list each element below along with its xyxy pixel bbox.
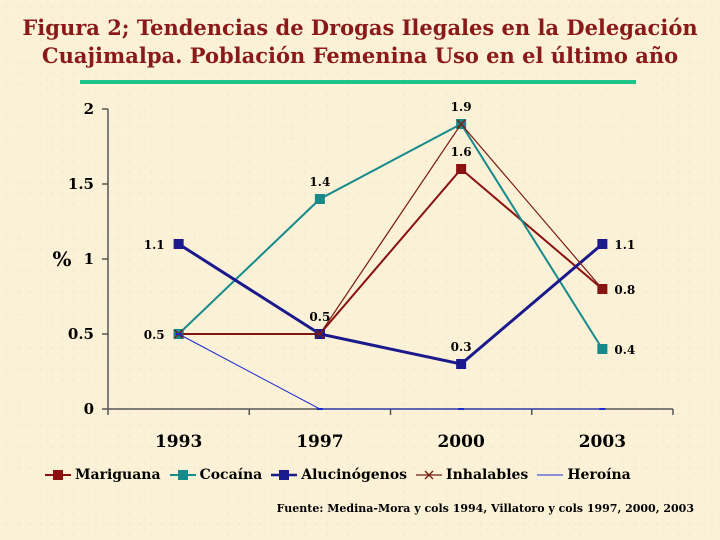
legend-item-alucinogenos: Alucinógenos — [270, 467, 407, 483]
legend-item-inhalables: Inhalables — [415, 467, 528, 483]
data-label: 0.8 — [614, 283, 635, 297]
x-tick-label: 1993 — [155, 432, 202, 452]
series-line-mariguana — [178, 167, 604, 335]
data-point-alucinogenos — [456, 359, 467, 369]
legend-item-heroina: Heroína — [536, 467, 631, 483]
x-tick-label: 1997 — [296, 432, 343, 452]
chart-title: Figura 2; Tendencias de Drogas Ilegales … — [0, 14, 720, 70]
y-tick-label: 2 — [84, 100, 94, 118]
legend-item-mariguana: Mariguana — [44, 467, 161, 483]
series-line-heroina — [178, 333, 603, 410]
data-label: 1.9 — [451, 100, 472, 114]
data-point-alucinogenos — [173, 239, 184, 249]
x-tick-label: 2000 — [437, 432, 484, 452]
title-underline — [80, 80, 636, 84]
data-label: 1.1 — [144, 238, 165, 252]
legend-swatch-heroina — [537, 474, 564, 476]
data-point-inhalables — [456, 119, 466, 129]
legend-label-alucinogenos: Alucinógenos — [301, 467, 408, 483]
data-point-cocaina — [314, 194, 325, 204]
data-point-inhalables — [597, 284, 607, 294]
legend-label-mariguana: Mariguana — [75, 467, 161, 483]
legend-label-inhalables: Inhalables — [446, 467, 529, 483]
legend-item-cocaina: Cocaína — [169, 467, 263, 483]
legend-swatch-mariguana — [45, 470, 71, 480]
data-label: 1.1 — [614, 238, 635, 252]
data-label: 0.3 — [451, 340, 472, 354]
data-label: 1.4 — [309, 175, 330, 189]
legend-label-heroina: Heroína — [567, 467, 631, 483]
data-label: 0.5 — [144, 328, 165, 342]
series-line-alucinogenos — [177, 242, 604, 366]
data-label: 0.4 — [614, 343, 635, 357]
y-tick-label: 1 — [84, 250, 94, 268]
legend-swatch-inhalables — [416, 470, 443, 480]
legend: Mariguana Cocaína Alucinógenos Inhalables He… — [44, 464, 704, 486]
legend-label-cocaina: Cocaína — [199, 467, 263, 483]
y-axis-label: % — [52, 247, 71, 271]
legend-swatch-cocaina — [169, 470, 196, 480]
y-tick-label: 1.5 — [68, 175, 94, 193]
x-tick-label: 2003 — [579, 432, 626, 452]
data-label: 0.5 — [309, 310, 330, 324]
series-line-cocaina — [177, 122, 604, 350]
data-point-alucinogenos — [597, 239, 608, 249]
legend-swatch-alucinogenos — [271, 470, 298, 480]
title-line-1: Figura 2; Tendencias de Drogas Ilegales … — [22, 15, 698, 40]
data-label: 1.6 — [451, 145, 472, 159]
series-line-inhalables — [178, 123, 603, 335]
source-note: Fuente: Medina-Mora y cols 1994, Villato… — [276, 502, 694, 515]
data-point-cocaina — [597, 344, 608, 354]
title-line-2: Cuajimalpa. Población Femenina Uso en el… — [41, 43, 679, 68]
line-chart: 0 0.5 1 1.5 2 1993 1997 2000 2003% 1.1 0.5 1.4 0.5 1.… — [52, 100, 674, 452]
y-tick-label: 0.5 — [68, 325, 94, 343]
data-point-mariguana — [456, 164, 467, 174]
data-point-inhalables — [315, 329, 325, 339]
y-tick-label: 0 — [84, 400, 94, 418]
